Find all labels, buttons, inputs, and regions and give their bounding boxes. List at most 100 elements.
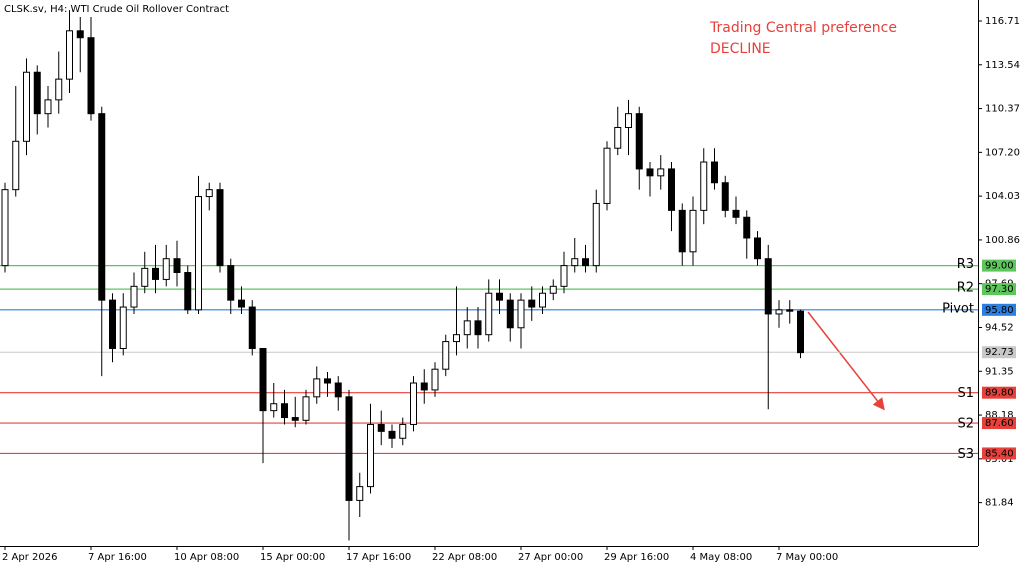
chart-title: CLSK.sv, H4: WTI Crude Oil Rollover Cont…	[4, 4, 229, 15]
level-name: S2	[957, 417, 974, 432]
level-name: R2	[957, 281, 974, 296]
candle-body	[571, 258, 579, 267]
y-tick-label: 88.18	[985, 410, 1014, 421]
last-price-box	[982, 346, 1016, 359]
candle-body	[87, 37, 95, 115]
candle-body	[227, 265, 235, 301]
candle-body	[539, 292, 546, 308]
x-tick-label: 15 Apr 00:00	[260, 552, 325, 563]
last-price-label: 92.73	[985, 347, 1014, 358]
y-tick-label: 110.37	[985, 104, 1020, 115]
candle-body	[399, 423, 407, 439]
candle-body	[66, 30, 73, 80]
candle-body	[388, 430, 396, 439]
candle-body	[291, 417, 299, 421]
candle-body	[248, 306, 256, 349]
candle-body	[797, 310, 804, 354]
candle-body	[216, 189, 224, 267]
x-tick-label: 10 Apr 08:00	[174, 552, 239, 563]
x-tick-label: 17 Apr 16:00	[346, 552, 411, 563]
x-tick-label: 4 May 08:00	[690, 552, 752, 563]
y-tick-label: 91.35	[985, 366, 1014, 377]
candle-body	[119, 306, 127, 349]
level-value-label: 99.00	[985, 261, 1014, 272]
candle-body	[23, 71, 30, 142]
level-box	[982, 259, 1016, 272]
candle-body	[334, 382, 342, 398]
candle-body	[259, 347, 267, 412]
candle-body	[184, 272, 192, 311]
candle-body	[367, 423, 374, 488]
candle-body	[12, 140, 20, 191]
x-tick-label: 2 Apr 2026	[2, 552, 57, 563]
candle-body	[431, 368, 439, 391]
candle-body	[98, 113, 106, 301]
candle-body	[33, 71, 41, 115]
level-value-label: 89.80	[985, 388, 1014, 399]
candle-body	[410, 382, 417, 425]
candle-body	[281, 403, 288, 419]
candle-body	[463, 320, 471, 336]
candle-body	[678, 209, 686, 253]
candle-body	[614, 126, 622, 149]
candle-body	[205, 189, 213, 198]
x-tick-label: 29 Apr 16:00	[604, 552, 669, 563]
candle-body	[324, 378, 331, 384]
candle-body	[506, 299, 514, 329]
candle-body	[646, 168, 654, 177]
level-box	[982, 303, 1016, 316]
candle-body	[238, 299, 245, 308]
annotation: DECLINE	[710, 41, 771, 57]
level-box	[982, 283, 1016, 296]
level-name: R3	[957, 257, 974, 272]
x-tick-label: 7 Apr 16:00	[88, 552, 147, 563]
candle-body	[152, 267, 159, 280]
candle-body	[592, 202, 600, 267]
candle-body	[625, 113, 632, 128]
y-tick-label: 104.03	[985, 191, 1020, 202]
candle-body	[1, 189, 9, 267]
candle-body	[775, 309, 783, 315]
candle-body	[764, 258, 772, 315]
level-value-label: 85.40	[985, 448, 1014, 459]
level-value-label: 95.80	[985, 305, 1014, 316]
level-name: S3	[957, 447, 974, 462]
candle-body	[302, 396, 310, 421]
candle-body	[496, 292, 503, 301]
candle-body	[270, 403, 278, 412]
candle-body	[560, 265, 568, 287]
y-tick-label: 94.52	[985, 322, 1014, 333]
candle-body	[711, 161, 718, 184]
candle-body	[528, 299, 536, 308]
annotation: Trading Central preference	[709, 20, 897, 36]
candle-body	[55, 78, 63, 101]
candle-body	[453, 334, 460, 343]
level-box	[982, 417, 1016, 430]
y-tick-label: 100.86	[985, 235, 1020, 246]
candle-body	[603, 147, 611, 204]
candle-body	[44, 99, 52, 115]
candle-body	[754, 237, 761, 260]
candle-body	[743, 216, 751, 239]
candle-body	[109, 299, 116, 349]
x-tick-label: 7 May 00:00	[776, 552, 838, 563]
candle-body	[700, 161, 708, 211]
candle-body	[141, 267, 149, 287]
candle-body	[582, 258, 589, 267]
candle-body	[517, 299, 525, 329]
candle-body	[377, 423, 385, 432]
level-value-label: 97.30	[985, 284, 1014, 295]
candle-body	[195, 196, 202, 311]
y-tick-label: 113.54	[985, 60, 1020, 71]
candle-body	[442, 341, 450, 370]
level-name: S1	[957, 386, 974, 401]
candle-body	[786, 309, 794, 312]
level-name: Pivot	[942, 301, 974, 316]
forecast-arrow	[807, 311, 885, 411]
candle-body	[689, 209, 697, 253]
y-tick-label: 81.84	[985, 498, 1014, 509]
candle-body	[76, 30, 84, 39]
candle-body	[345, 396, 353, 501]
